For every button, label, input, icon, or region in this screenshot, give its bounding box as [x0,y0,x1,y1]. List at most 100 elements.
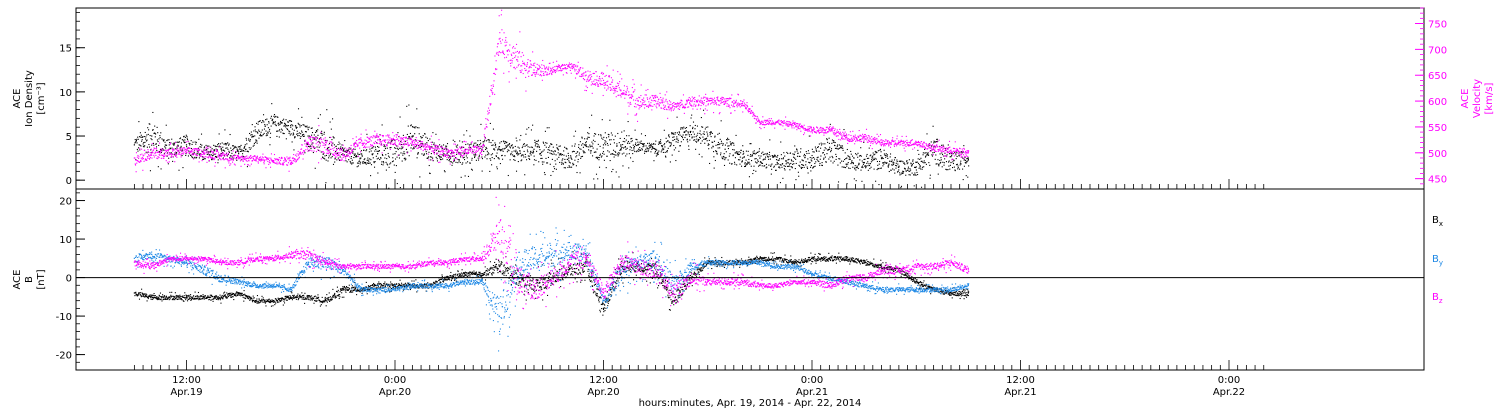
scatter-dot [749,155,751,157]
scatter-dot [432,157,434,159]
scatter-dot [391,143,394,145]
scatter-dot [157,140,159,143]
scatter-dot [252,159,254,162]
scatter-dot [199,148,201,150]
scatter-dot [267,132,269,134]
scatter-dot [139,147,141,149]
scatter-dot [485,140,487,142]
scatter-dot [190,150,192,152]
scatter-dot [624,145,626,148]
scatter-dot [234,164,236,166]
scatter-dot [344,140,346,142]
scatter-dot [444,155,446,157]
scatter-dot [320,138,322,140]
scatter-dot [495,53,498,55]
scatter-dot [919,165,921,167]
scatter-dot [937,140,939,142]
data-point [741,103,744,105]
scatter-dot [934,158,936,160]
scatter-dot [451,152,453,154]
scatter-dot [170,156,172,158]
scatter-dot [345,150,347,152]
scatter-dot [788,124,790,127]
scatter-dot [276,116,278,118]
scatter-dot [602,94,604,97]
scatter-dot [580,157,582,159]
scatter-dot [231,159,233,161]
scatter-dot [896,165,898,167]
scatter-dot [359,142,361,144]
scatter-dot [792,160,794,162]
scatter-dot [622,165,624,167]
scatter-dot [612,153,614,155]
scatter-dot [534,62,536,64]
scatter-dot [175,151,177,153]
scatter-dot [621,131,623,133]
scatter-dot [745,106,747,108]
scatter-dot [713,112,715,114]
scatter-dot [696,125,698,127]
scatter-dot [395,147,397,149]
scatter-dot [535,73,537,75]
scatter-dot [570,157,572,159]
scatter-dot [590,84,592,86]
scatter-dot [639,141,641,143]
scatter-dot [407,145,409,147]
scatter-dot [287,125,290,127]
scatter-dot [465,152,467,154]
scatter-dot [168,157,170,159]
scatter-dot [307,148,309,150]
scatter-dot [339,154,341,156]
scatter-dot [491,156,493,159]
scatter-dot [941,152,943,154]
scatter-dot [436,145,438,147]
scatter-dot [751,111,754,113]
scatter-dot [645,145,647,147]
scatter-dot [535,140,537,142]
scatter-dot [399,147,401,149]
scatter-dot [326,109,328,111]
scatter-dot [166,149,168,151]
scatter-dot [899,172,901,174]
scatter-dot [225,147,227,149]
scatter-dot [695,148,697,150]
data-point [707,135,709,137]
scatter-dot [731,142,733,144]
scatter-dot [260,158,262,160]
scatter-dot [438,139,440,141]
scatter-dot [502,150,504,152]
scatter-dot [702,97,704,99]
scatter-dot [659,102,661,104]
scatter-dot [584,138,586,140]
scatter-dot [764,165,766,167]
scatter-dot [625,90,627,93]
scatter-dot [413,126,415,128]
scatter-dot [324,137,326,139]
scatter-dot [382,154,384,157]
scatter-dot [316,136,318,138]
scatter-dot [478,154,480,156]
scatter-dot [949,168,951,170]
scatter-dot [589,74,591,76]
scatter-dot [950,153,952,155]
scatter-dot [664,108,666,110]
scatter-dot [439,154,441,156]
scatter-dot [644,150,646,152]
scatter-dot [587,146,589,148]
scatter-dot [634,114,636,116]
scatter-dot [509,59,511,61]
scatter-dot [192,150,194,152]
scatter-dot [162,140,165,142]
scatter-dot [277,122,279,124]
scatter-dot [540,71,542,73]
scatter-dot [464,148,466,150]
scatter-dot [374,130,376,132]
scatter-dot [846,165,848,167]
scatter-dot [138,147,140,149]
scatter-dot [611,134,613,136]
scatter-dot [517,146,519,148]
scatter-dot [404,140,406,142]
scatter-dot [167,161,169,163]
scatter-dot [649,147,651,149]
scatter-dot [584,75,586,77]
